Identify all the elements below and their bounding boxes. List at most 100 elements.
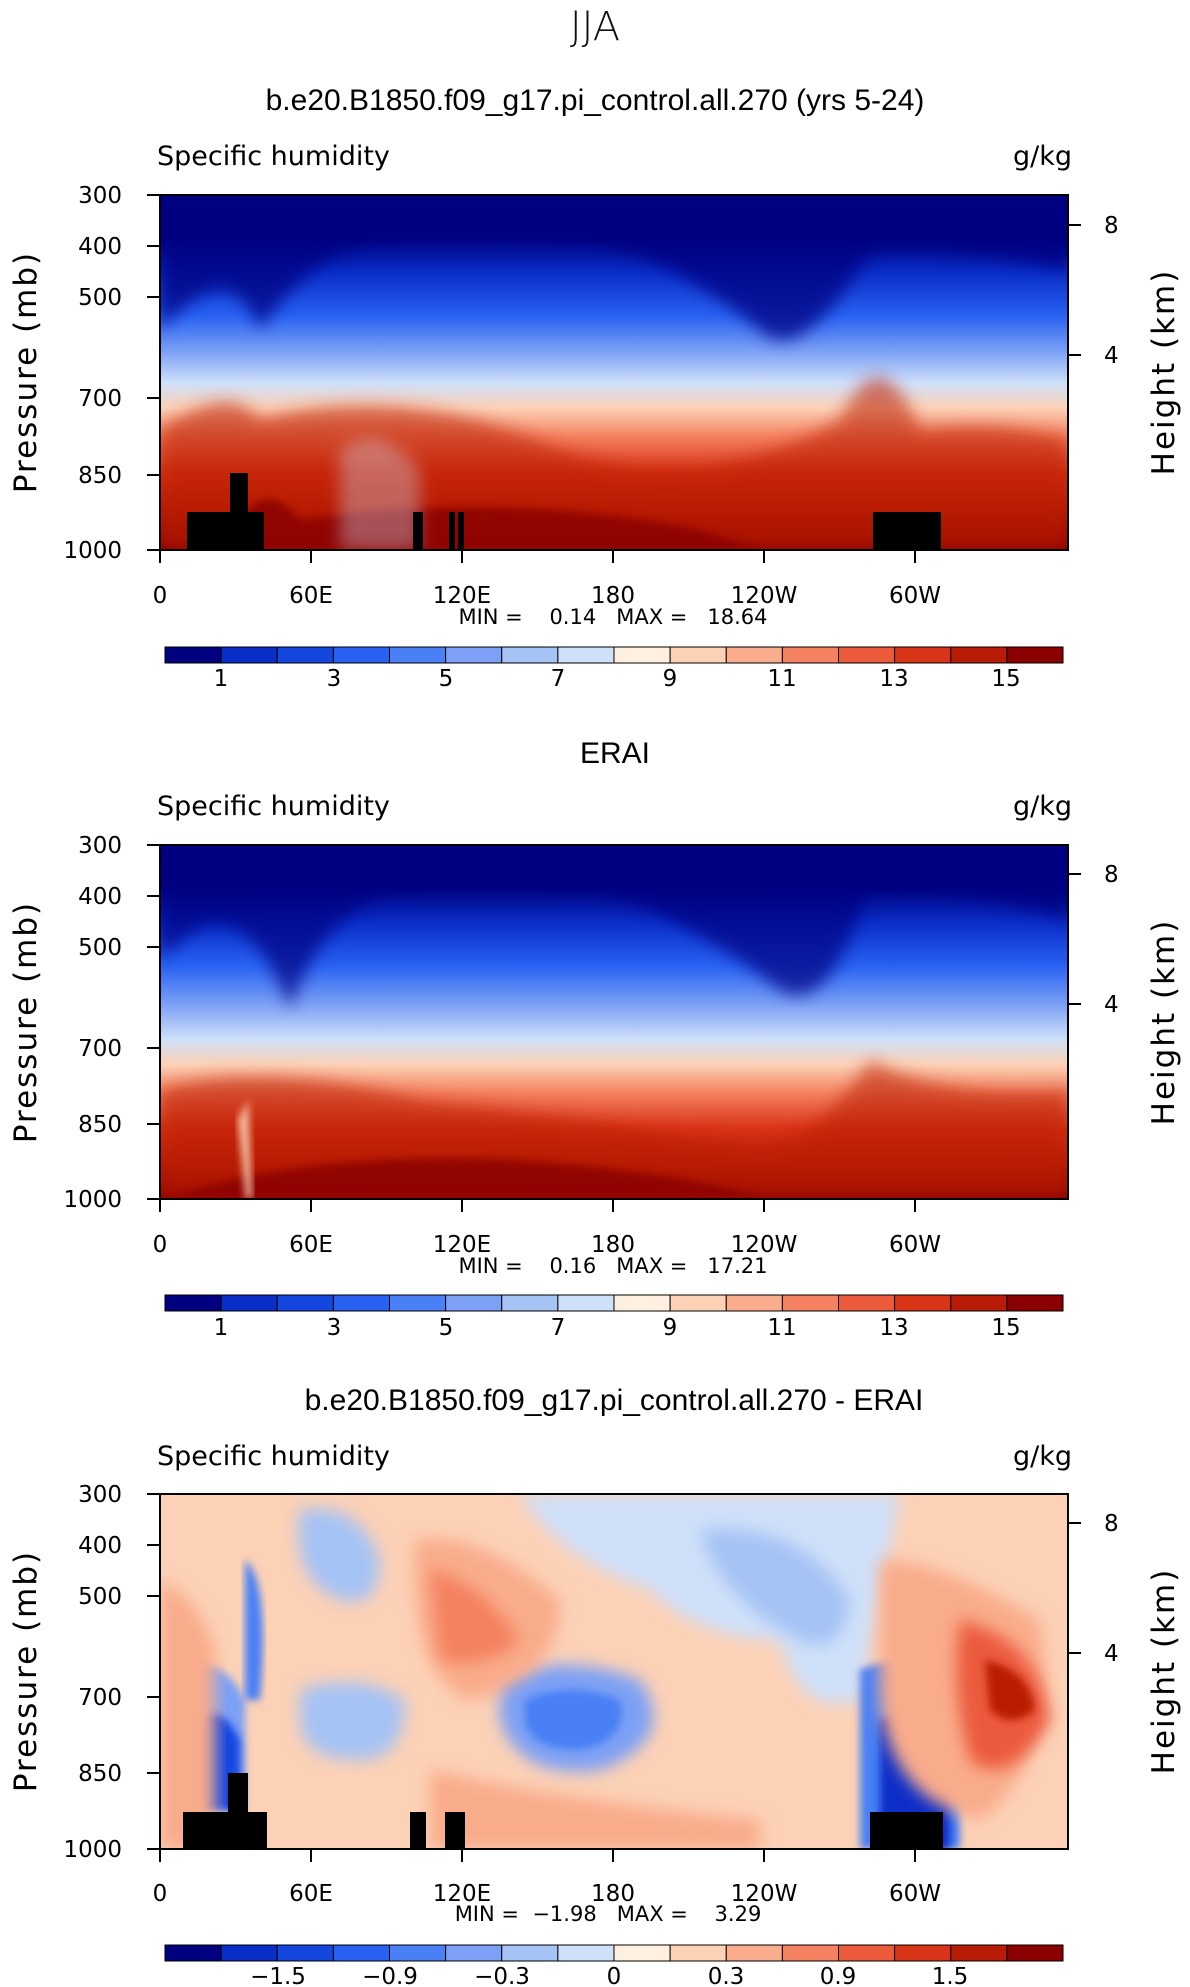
colorbar-swatch <box>613 1944 671 1962</box>
colorbar-label: 1 <box>214 1315 229 1341</box>
colorbar-label: 0.3 <box>708 1964 745 1987</box>
panel-3-y-axis: 300 400 500 700 850 1000 Pressure (mb) <box>8 1482 160 1863</box>
x-tick-label: 0 <box>153 1881 168 1907</box>
colorbar-swatch <box>164 646 222 664</box>
colorbar-swatch <box>669 1944 727 1962</box>
panel-1-topography <box>187 473 941 550</box>
panel-3-y2-axis: 8 4 Height (km) <box>1068 1511 1182 1774</box>
panel-2-minmax: MIN = 0.16 MAX = 17.21 <box>458 1254 767 1278</box>
panel-2-left-label: Specific humidity <box>157 791 390 822</box>
panel-3-title: b.e20.B1850.f09_g17.pi_control.all.270 -… <box>305 1384 924 1417</box>
y2-tick-label: 8 <box>1104 1511 1119 1537</box>
colorbar-label: −1.5 <box>250 1964 306 1987</box>
y-tick-label: 300 <box>78 183 122 209</box>
colorbar-swatch <box>332 1294 391 1312</box>
panel-1-units: g/kg <box>1013 141 1072 172</box>
panel-1: b.e20.B1850.f09_g17.pi_control.all.270 (… <box>8 84 1182 692</box>
colorbar-swatch <box>557 1294 615 1312</box>
panel-2-colorbar: 1 3 5 7 9 11 13 15 <box>164 1294 1064 1341</box>
panel-3-minmax: MIN = −1.98 MAX = 3.29 <box>455 1902 762 1926</box>
y2-tick-label: 8 <box>1104 862 1119 888</box>
y-tick-label: 850 <box>78 1112 122 1138</box>
colorbar-swatch <box>1006 1294 1064 1312</box>
panel-1-left-label: Specific humidity <box>157 141 390 172</box>
x-tick-label: 0 <box>153 1232 168 1258</box>
colorbar-swatch <box>613 646 671 664</box>
colorbar-swatch <box>557 646 615 664</box>
colorbar-swatch <box>950 1294 1008 1312</box>
panel-1-colorbar: 1 3 5 7 9 11 13 15 <box>164 646 1064 692</box>
colorbar-swatch <box>164 1294 222 1312</box>
figure-title: JJA <box>570 4 620 50</box>
panel-2-x-axis: 0 60E 120E 180 120W 60W MIN = 0.16 MAX =… <box>153 1199 941 1278</box>
x-tick-label: 60W <box>889 1881 941 1907</box>
colorbar-label: 7 <box>551 666 566 692</box>
y-tick-label: 700 <box>78 1036 122 1062</box>
x-tick-label: 120W <box>731 1881 798 1907</box>
colorbar-label: 7 <box>551 1315 566 1341</box>
colorbar-swatch <box>389 1944 447 1962</box>
panel-1-plot-area <box>159 194 1069 551</box>
colorbar-label: 3 <box>327 666 342 692</box>
x-tick-label: 0 <box>153 583 168 609</box>
y-tick-label: 850 <box>78 1761 122 1787</box>
x-tick-label: 180 <box>591 1232 635 1258</box>
colorbar-swatch <box>838 1944 896 1962</box>
y-tick-label: 500 <box>78 1584 122 1610</box>
colorbar-label: 15 <box>991 1315 1020 1341</box>
colorbar-swatch <box>164 1944 222 1962</box>
colorbar-swatch <box>389 646 447 664</box>
colorbar-label: −0.3 <box>474 1964 530 1987</box>
colorbar-label: 3 <box>327 1315 342 1341</box>
y-tick-label: 700 <box>78 386 122 412</box>
y-tick-label: 300 <box>78 833 122 859</box>
panel-1-title: b.e20.B1850.f09_g17.pi_control.all.270 (… <box>266 84 925 117</box>
y-tick-label: 300 <box>78 1482 122 1508</box>
panel-2-title: ERAI <box>580 737 650 770</box>
x-tick-label: 60W <box>889 583 941 609</box>
colorbar-swatch <box>894 1294 952 1312</box>
x-tick-label: 180 <box>591 1881 635 1907</box>
colorbar-label: 11 <box>767 1315 796 1341</box>
panel-1-ylabel: Pressure (mb) <box>8 251 44 493</box>
panel-1-minmax: MIN = 0.14 MAX = 18.64 <box>458 605 767 629</box>
panel-3-units: g/kg <box>1013 1441 1072 1472</box>
panel-1-y2label: Height (km) <box>1146 269 1182 476</box>
panel-3-plot-area <box>159 1493 1069 1850</box>
y-tick-label: 400 <box>78 234 122 260</box>
colorbar-swatch <box>276 1294 334 1312</box>
colorbar-swatch <box>725 1944 783 1962</box>
colorbar-swatch <box>950 646 1008 664</box>
colorbar-swatch <box>501 646 559 664</box>
colorbar-label: 0 <box>607 1964 622 1987</box>
x-tick-label: 120E <box>433 1232 491 1258</box>
colorbar-swatch <box>725 646 783 664</box>
colorbar-swatch <box>669 1294 727 1312</box>
panel-2-ylabel: Pressure (mb) <box>8 901 44 1143</box>
colorbar-label: 5 <box>439 1315 454 1341</box>
colorbar-swatch <box>276 1944 334 1962</box>
colorbar-swatch <box>276 646 334 664</box>
panel-3-x-axis: 0 60E 120E 180 120W 60W MIN = −1.98 MAX … <box>153 1849 941 1926</box>
colorbar-label: 15 <box>991 666 1020 692</box>
colorbar-swatch <box>220 1294 278 1312</box>
colorbar-swatch <box>781 1944 840 1962</box>
colorbar-label: 5 <box>439 666 454 692</box>
colorbar-label: 1.5 <box>932 1964 969 1987</box>
y-tick-label: 1000 <box>63 1837 122 1863</box>
colorbar-label: 13 <box>879 666 908 692</box>
colorbar-swatch <box>669 646 727 664</box>
y-tick-label: 400 <box>78 884 122 910</box>
panel-3-colorbar: −1.5 −0.9 −0.3 0 0.3 0.9 1.5 <box>164 1944 1064 1987</box>
panel-2-y2label: Height (km) <box>1146 919 1182 1126</box>
y-tick-label: 850 <box>78 463 122 489</box>
colorbar-swatch <box>501 1944 559 1962</box>
colorbar-swatch <box>445 646 503 664</box>
colorbar-label: 9 <box>663 1315 678 1341</box>
x-tick-label: 60W <box>889 1232 941 1258</box>
y-tick-label: 500 <box>78 935 122 961</box>
colorbar-swatch <box>445 1944 503 1962</box>
colorbar-swatch <box>838 1294 896 1312</box>
panel-3-ylabel: Pressure (mb) <box>8 1550 44 1792</box>
